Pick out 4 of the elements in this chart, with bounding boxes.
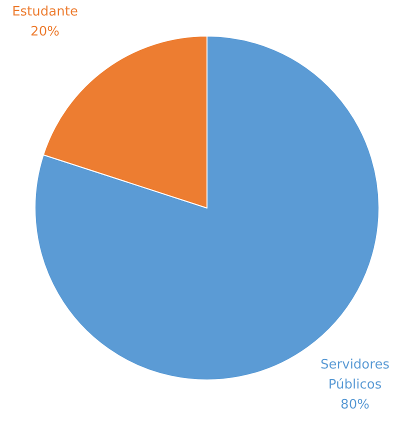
slice-label: Estudante: [12, 4, 78, 20]
slice-label: Servidores Públicos: [320, 358, 390, 392]
data-label: 20%: [30, 24, 60, 40]
data-label: 80%: [340, 398, 370, 412]
